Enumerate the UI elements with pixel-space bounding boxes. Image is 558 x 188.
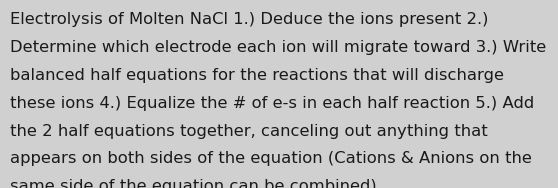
Text: Electrolysis of Molten NaCl 1.) Deduce the ions present 2.): Electrolysis of Molten NaCl 1.) Deduce t… [10, 12, 489, 27]
Text: same side of the equation can be combined): same side of the equation can be combine… [10, 179, 377, 188]
Text: the 2 half equations together, canceling out anything that: the 2 half equations together, canceling… [10, 124, 488, 139]
Text: appears on both sides of the equation (Cations & Anions on the: appears on both sides of the equation (C… [10, 151, 532, 166]
Text: these ions 4.) Equalize the # of e-s in each half reaction 5.) Add: these ions 4.) Equalize the # of e-s in … [10, 96, 535, 111]
Text: Determine which electrode each ion will migrate toward 3.) Write: Determine which electrode each ion will … [10, 40, 546, 55]
Text: balanced half equations for the reactions that will discharge: balanced half equations for the reaction… [10, 68, 504, 83]
